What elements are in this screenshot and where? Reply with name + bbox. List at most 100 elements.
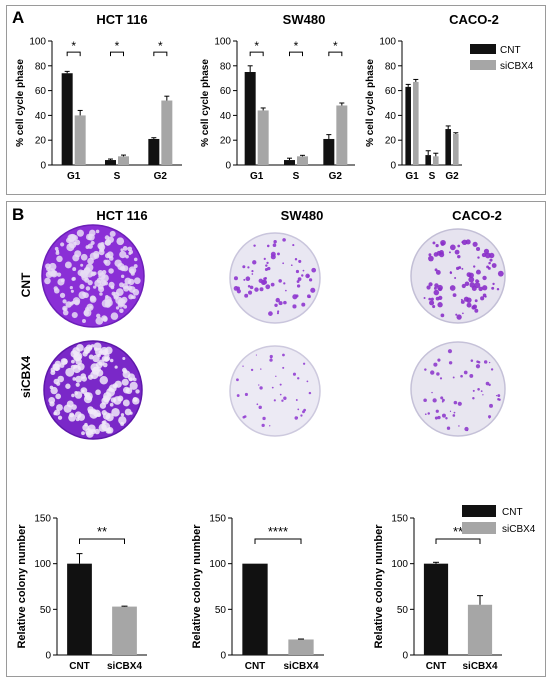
colony-dot (440, 242, 445, 246)
colony-dot (122, 367, 127, 373)
colony-dot (485, 381, 490, 386)
y-tick-label: 80 (385, 61, 397, 72)
colony-dot (122, 283, 129, 289)
colony-dot (83, 392, 88, 397)
colony-dot (453, 411, 456, 414)
colony-dot (57, 278, 65, 286)
colony-dot (495, 395, 498, 397)
row-label-cnt: CNT (19, 272, 33, 298)
colony-dot (437, 302, 443, 308)
colony-dot (89, 295, 96, 302)
colony-dot (54, 246, 59, 251)
colony-dot (82, 318, 86, 323)
colony-dot (245, 276, 251, 282)
colony-dot (95, 317, 104, 325)
bar-cnt-g2 (445, 129, 451, 165)
colony-dot (242, 265, 246, 269)
colony-dot (432, 241, 436, 245)
colony-dot (282, 353, 285, 357)
colony-dish-sw480-sicbx4 (229, 345, 321, 437)
colony-dot (114, 259, 122, 267)
colony-dot (463, 370, 468, 375)
colony-dot (307, 274, 310, 278)
colony-dot (109, 230, 116, 237)
colony-dot (472, 396, 475, 400)
colony-dot (88, 229, 96, 237)
colony-dot (129, 381, 138, 390)
colony-dot (261, 279, 268, 285)
colony-dot (261, 423, 265, 428)
colony-dot (85, 269, 94, 278)
colony-dot (472, 389, 475, 392)
legend-label-sicbx4: siCBX4 (502, 524, 536, 535)
colony-dot (279, 383, 282, 386)
cell-cycle-chart-sw480: 0 20 40 60 80 100% cell cycle phase G1 * S * G2 * (200, 37, 355, 182)
significance-bracket (435, 538, 481, 545)
chart-title-sw480: SW480 (282, 12, 326, 27)
bar-sicbx4-g2 (336, 105, 348, 165)
colony-dot (466, 302, 472, 308)
colony-dot (45, 263, 51, 270)
colony-dot (429, 300, 435, 306)
colony-dot (83, 292, 89, 299)
colony-dot (133, 264, 138, 269)
colony-dot (244, 293, 249, 298)
chart-title-caco2: CACO-2 (449, 12, 499, 27)
y-tick-label: 0 (390, 161, 396, 172)
y-tick-label: 150 (391, 514, 408, 525)
colony-dot (121, 296, 128, 304)
colony-dot (306, 380, 309, 383)
colony-dot (122, 356, 126, 361)
colony-dot (102, 412, 111, 420)
colony-dot (282, 366, 285, 369)
colony-dot (90, 428, 96, 435)
y-axis-label: % cell cycle phase (200, 59, 211, 147)
colony-dot (120, 422, 125, 426)
x-tick-label: G1 (405, 171, 419, 182)
colony-title-caco2: CACO-2 (452, 208, 502, 223)
colony-dot (233, 286, 239, 291)
x-tick-label: CNT (245, 661, 266, 672)
colony-dot (128, 278, 135, 286)
bar-cnt (242, 563, 268, 655)
colony-dot (430, 297, 434, 301)
bar-cnt-g1 (405, 86, 411, 165)
colony-dot (434, 268, 438, 272)
colony-dot (423, 297, 426, 299)
y-tick-label: 0 (225, 161, 231, 172)
colony-dot (435, 270, 441, 275)
colony-dot (69, 412, 75, 418)
significance-bracket (254, 538, 302, 545)
colony-dot (92, 354, 100, 363)
colony-dot (263, 277, 267, 281)
colony-dot (452, 414, 456, 417)
panel-a: A HCT 116 SW480 CACO-2 0 20 40 60 80 100% cel… (6, 5, 546, 195)
significance-label: * (158, 39, 163, 53)
y-tick-label: 0 (45, 651, 51, 662)
colony-dot (71, 277, 75, 281)
colony-dot (115, 306, 120, 310)
colony-dot (270, 282, 275, 287)
colony-dot (127, 285, 133, 291)
y-tick-label: 20 (385, 136, 397, 147)
colony-dot (101, 356, 107, 362)
colony-dot (308, 295, 311, 299)
colony-dot (456, 314, 462, 320)
colony-dot (483, 360, 488, 364)
y-tick-label: 100 (379, 37, 396, 48)
legend-swatch-cnt (470, 44, 496, 54)
colony-dot (448, 251, 451, 254)
colony-dot (295, 399, 298, 401)
colony-dot (250, 368, 254, 372)
colony-dot (273, 399, 276, 402)
colony-dot (59, 292, 66, 298)
colony-dot (440, 313, 445, 318)
y-tick-label: 40 (385, 111, 397, 122)
bar-sicbx4-g2 (453, 134, 459, 165)
colony-dot (475, 246, 481, 252)
significance-label: * (115, 39, 120, 53)
colony-dot (64, 261, 72, 269)
colony-dot (424, 368, 427, 371)
colony-dot (433, 252, 439, 257)
colony-dot (446, 426, 451, 430)
